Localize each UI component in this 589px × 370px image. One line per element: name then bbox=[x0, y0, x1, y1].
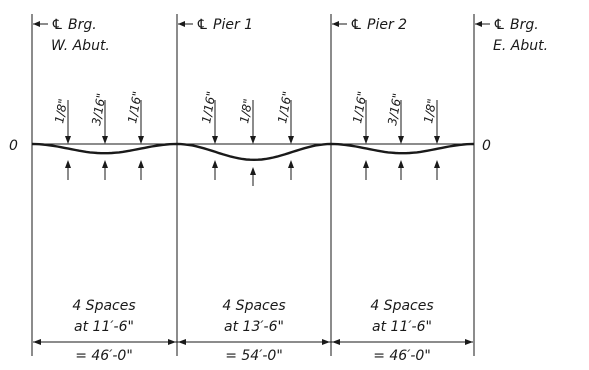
span-1-spaces-label: 4 Spaces bbox=[72, 298, 135, 314]
up-arrow-span-3-b bbox=[398, 160, 404, 180]
upward-arrows bbox=[65, 160, 440, 186]
support-label-e-abut-line1: ℄ Brg. bbox=[493, 17, 539, 33]
load-arrow-span-1-c bbox=[138, 100, 144, 144]
up-arrow-span-1-c bbox=[138, 160, 144, 180]
load-label-span-2-c: 1/16" bbox=[275, 90, 294, 124]
load-arrow-span-2-b bbox=[250, 100, 256, 144]
support-leader-w-abut bbox=[33, 21, 48, 27]
load-arrow-span-1-a bbox=[65, 100, 71, 144]
up-arrow-span-2-b bbox=[250, 167, 256, 186]
support-label-w-abut-line2: W. Abut. bbox=[51, 38, 110, 54]
span-3-loads: 1/16" 3/16" 1/8" bbox=[350, 90, 440, 144]
load-label-span-3-a: 1/16" bbox=[350, 90, 369, 124]
span-3-length-label: = 46′-0" bbox=[373, 348, 431, 364]
span-2-spaces-label: 4 Spaces bbox=[222, 298, 285, 314]
load-label-span-3-c: 1/8" bbox=[421, 98, 439, 125]
span-3-spacing-label: at 11′-6" bbox=[372, 319, 432, 335]
span-1-spacing-label: at 11′-6" bbox=[74, 319, 134, 335]
load-arrow-span-3-b bbox=[398, 100, 404, 144]
load-label-span-1-a: 1/8" bbox=[52, 98, 70, 125]
load-label-span-1-b: 3/16" bbox=[89, 92, 108, 126]
load-arrow-span-3-a bbox=[363, 100, 369, 144]
span-1-length-label: = 46′-0" bbox=[75, 348, 133, 364]
up-arrow-span-1-b bbox=[102, 160, 108, 180]
up-arrow-span-1-a bbox=[65, 160, 71, 180]
zero-label-right: 0 bbox=[482, 138, 491, 154]
support-leader-e-abut bbox=[475, 21, 490, 27]
load-label-span-1-c: 1/16" bbox=[125, 90, 144, 124]
camber-curve bbox=[31, 142, 475, 162]
load-arrow-span-2-c bbox=[288, 100, 294, 144]
load-label-span-2-b: 1/8" bbox=[237, 98, 255, 125]
span-1-loads: 1/8" 3/16" 1/16" bbox=[52, 90, 145, 144]
load-arrow-span-3-c bbox=[434, 100, 440, 144]
span-2-length-label: = 54′-0" bbox=[225, 348, 283, 364]
load-label-span-2-a: 1/16" bbox=[199, 90, 218, 124]
support-label-pier-1: ℄ Pier 1 bbox=[196, 17, 253, 33]
load-arrow-span-1-b bbox=[102, 100, 108, 144]
zero-label-left: 0 bbox=[9, 138, 18, 154]
up-arrow-span-3-a bbox=[363, 160, 369, 180]
support-leader-pier-1 bbox=[178, 21, 193, 27]
up-arrow-span-3-c bbox=[434, 160, 440, 180]
support-label-w-abut-line1: ℄ Brg. bbox=[51, 17, 97, 33]
up-arrow-span-2-c bbox=[288, 160, 294, 180]
span-2-spacing-label: at 13′-6" bbox=[224, 319, 284, 335]
span-2-loads: 1/16" 1/8" 1/16" bbox=[199, 90, 295, 144]
up-arrow-span-2-a bbox=[212, 160, 218, 180]
support-leader-pier-2 bbox=[332, 21, 347, 27]
load-label-span-3-b: 3/16" bbox=[385, 92, 404, 126]
support-label-pier-2: ℄ Pier 2 bbox=[350, 17, 407, 33]
load-arrow-span-2-a bbox=[212, 100, 218, 144]
span-dimension-line bbox=[33, 339, 473, 345]
support-label-e-abut-line2: E. Abut. bbox=[493, 38, 548, 54]
span-3-spaces-label: 4 Spaces bbox=[370, 298, 433, 314]
